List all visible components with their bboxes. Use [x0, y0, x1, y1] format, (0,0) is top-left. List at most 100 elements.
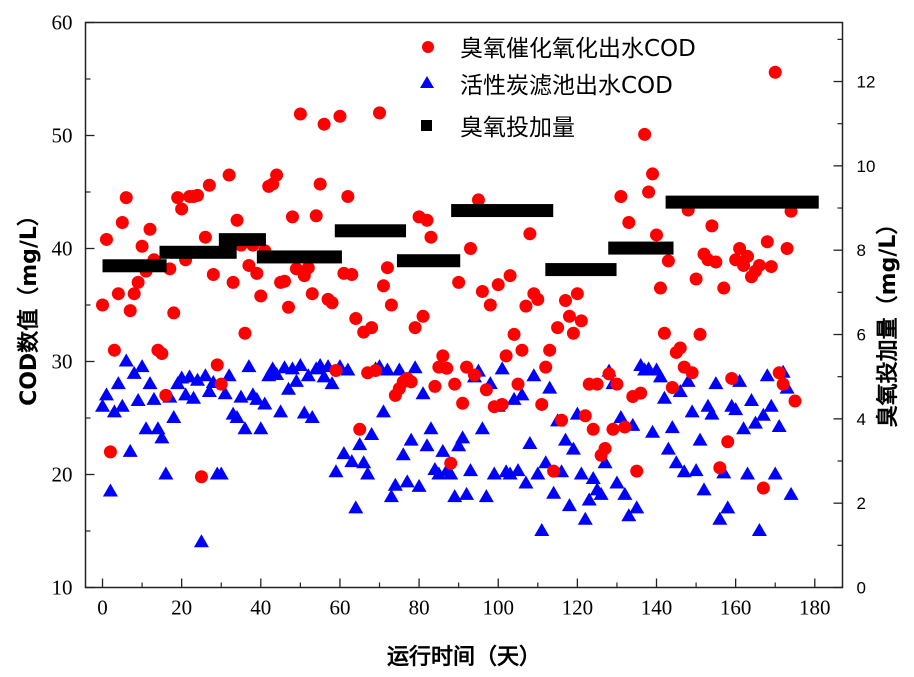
carbon-cod-point [502, 466, 518, 480]
carbon-cod-point [609, 475, 625, 489]
carbon-cod-point [652, 369, 668, 383]
legend-label-dosage: 臭氧投加量 [460, 115, 575, 141]
ozone-cod-point [384, 298, 398, 312]
ozone-cod-point [578, 409, 592, 423]
carbon-cod-point [514, 387, 530, 401]
carbon-cod-point [296, 405, 312, 419]
carbon-cod-point [443, 466, 459, 480]
ozone-cod-point [119, 191, 133, 205]
carbon-cod-point [474, 421, 490, 435]
ozone-cod-point [424, 230, 438, 244]
carbon-cod-point [340, 362, 356, 376]
carbon-cod-point [740, 466, 756, 480]
ozone-cod-point [206, 267, 220, 281]
ozone-cod-point [190, 188, 204, 202]
series-carbon-cod [95, 353, 799, 548]
ozone-cod-point [305, 287, 319, 301]
y-left-tick-label: 10 [52, 576, 73, 600]
carbon-cod-point [292, 358, 308, 372]
ozone-cod-point [535, 397, 549, 411]
ozone-cod-point [733, 242, 747, 255]
carbon-cod-point [597, 455, 613, 469]
carbon-cod-point [150, 421, 166, 435]
y-left-tick-label: 50 [52, 124, 73, 148]
ozone-cod-point [428, 379, 442, 393]
carbon-cod-point [102, 483, 118, 497]
ozone-dosage-segment [451, 204, 554, 218]
ozone-cod-point [214, 377, 228, 391]
carbon-cod-point [281, 381, 297, 395]
carbon-cod-point [182, 369, 198, 383]
ozone-cod-point [574, 314, 588, 328]
ozone-cod-point [495, 397, 509, 411]
x-tick-label: 40 [250, 596, 271, 620]
carbon-cod-point [692, 432, 708, 446]
ozone-cod-point [665, 380, 679, 394]
ozone-cod-point [780, 242, 794, 255]
carbon-cod-point [217, 386, 233, 400]
ozone-cod-point [741, 249, 755, 263]
x-tick-label: 180 [799, 596, 831, 620]
ozone-cod-point [673, 341, 687, 355]
y-right-tick-label: 0 [857, 579, 866, 598]
ozone-cod-point [638, 127, 652, 141]
carbon-cod-point [538, 455, 554, 469]
ozone-cod-point [143, 222, 157, 236]
carbon-cod-point [273, 404, 289, 418]
ozone-cod-point [135, 239, 149, 253]
carbon-cod-point [324, 376, 340, 390]
ozone-cod-point [717, 281, 731, 295]
ozone-cod-point [642, 185, 656, 199]
ozone-dosage-segment [545, 263, 617, 277]
x-axis: 0 20 40 60 80 100 120 140 160 180 [97, 578, 831, 620]
ozone-dosage-segment [218, 233, 266, 247]
ozone-cod-point [709, 255, 723, 269]
ozone-cod-point [127, 287, 141, 301]
ozone-cod-point [175, 202, 189, 216]
ozone-cod-point [293, 107, 307, 121]
carbon-cod-point [451, 438, 467, 452]
carbon-cod-point [518, 475, 534, 489]
carbon-cod-point [712, 511, 728, 525]
ozone-cod-point [349, 312, 363, 326]
carbon-cod-point [189, 372, 205, 386]
carbon-cod-point [720, 500, 736, 514]
carbon-cod-point [142, 376, 158, 390]
series-ozone-cod [96, 65, 802, 495]
ozone-cod-point [515, 343, 529, 357]
ozone-cod-point [333, 109, 347, 123]
ozone-dosage-segment [102, 259, 167, 273]
ozone-cod-point [721, 435, 735, 449]
carbon-cod-point [478, 489, 494, 503]
carbon-cod-point [126, 365, 142, 379]
carbon-cod-point [178, 387, 194, 401]
ozone-cod-point [408, 321, 422, 335]
x-tick-label: 140 [641, 596, 673, 620]
legend-marker-dosage [421, 120, 432, 131]
ozone-cod-point [452, 275, 466, 289]
ozone-cod-point [464, 242, 478, 255]
carbon-cod-point [300, 368, 316, 382]
ozone-cod-point [519, 299, 533, 313]
ozone-cod-point [194, 470, 208, 484]
carbon-cod-point [704, 406, 720, 420]
ozone-cod-point [705, 219, 719, 233]
ozone-cod-point [547, 464, 561, 478]
carbon-cod-point [328, 464, 344, 478]
series-ozone-dosage [102, 195, 819, 277]
ozone-cod-point [471, 193, 485, 207]
legend: 臭氧催化氧化出水COD 活性炭滤池出水COD 臭氧投加量 [420, 36, 696, 141]
ozone-cod-point [491, 278, 505, 292]
carbon-cod-point [229, 410, 245, 423]
ozone-cod-point [586, 422, 600, 436]
carbon-cod-point [755, 407, 771, 421]
ozone-cod-point [479, 383, 493, 397]
ozone-cod-point [325, 296, 339, 310]
carbon-cod-point [747, 415, 763, 429]
ozone-cod-point [460, 360, 474, 374]
ozone-cod-point [329, 364, 343, 378]
carbon-cod-point [356, 455, 372, 469]
ozone-cod-point [566, 326, 580, 340]
carbon-cod-point [158, 466, 174, 480]
ozone-cod-point [313, 177, 327, 191]
